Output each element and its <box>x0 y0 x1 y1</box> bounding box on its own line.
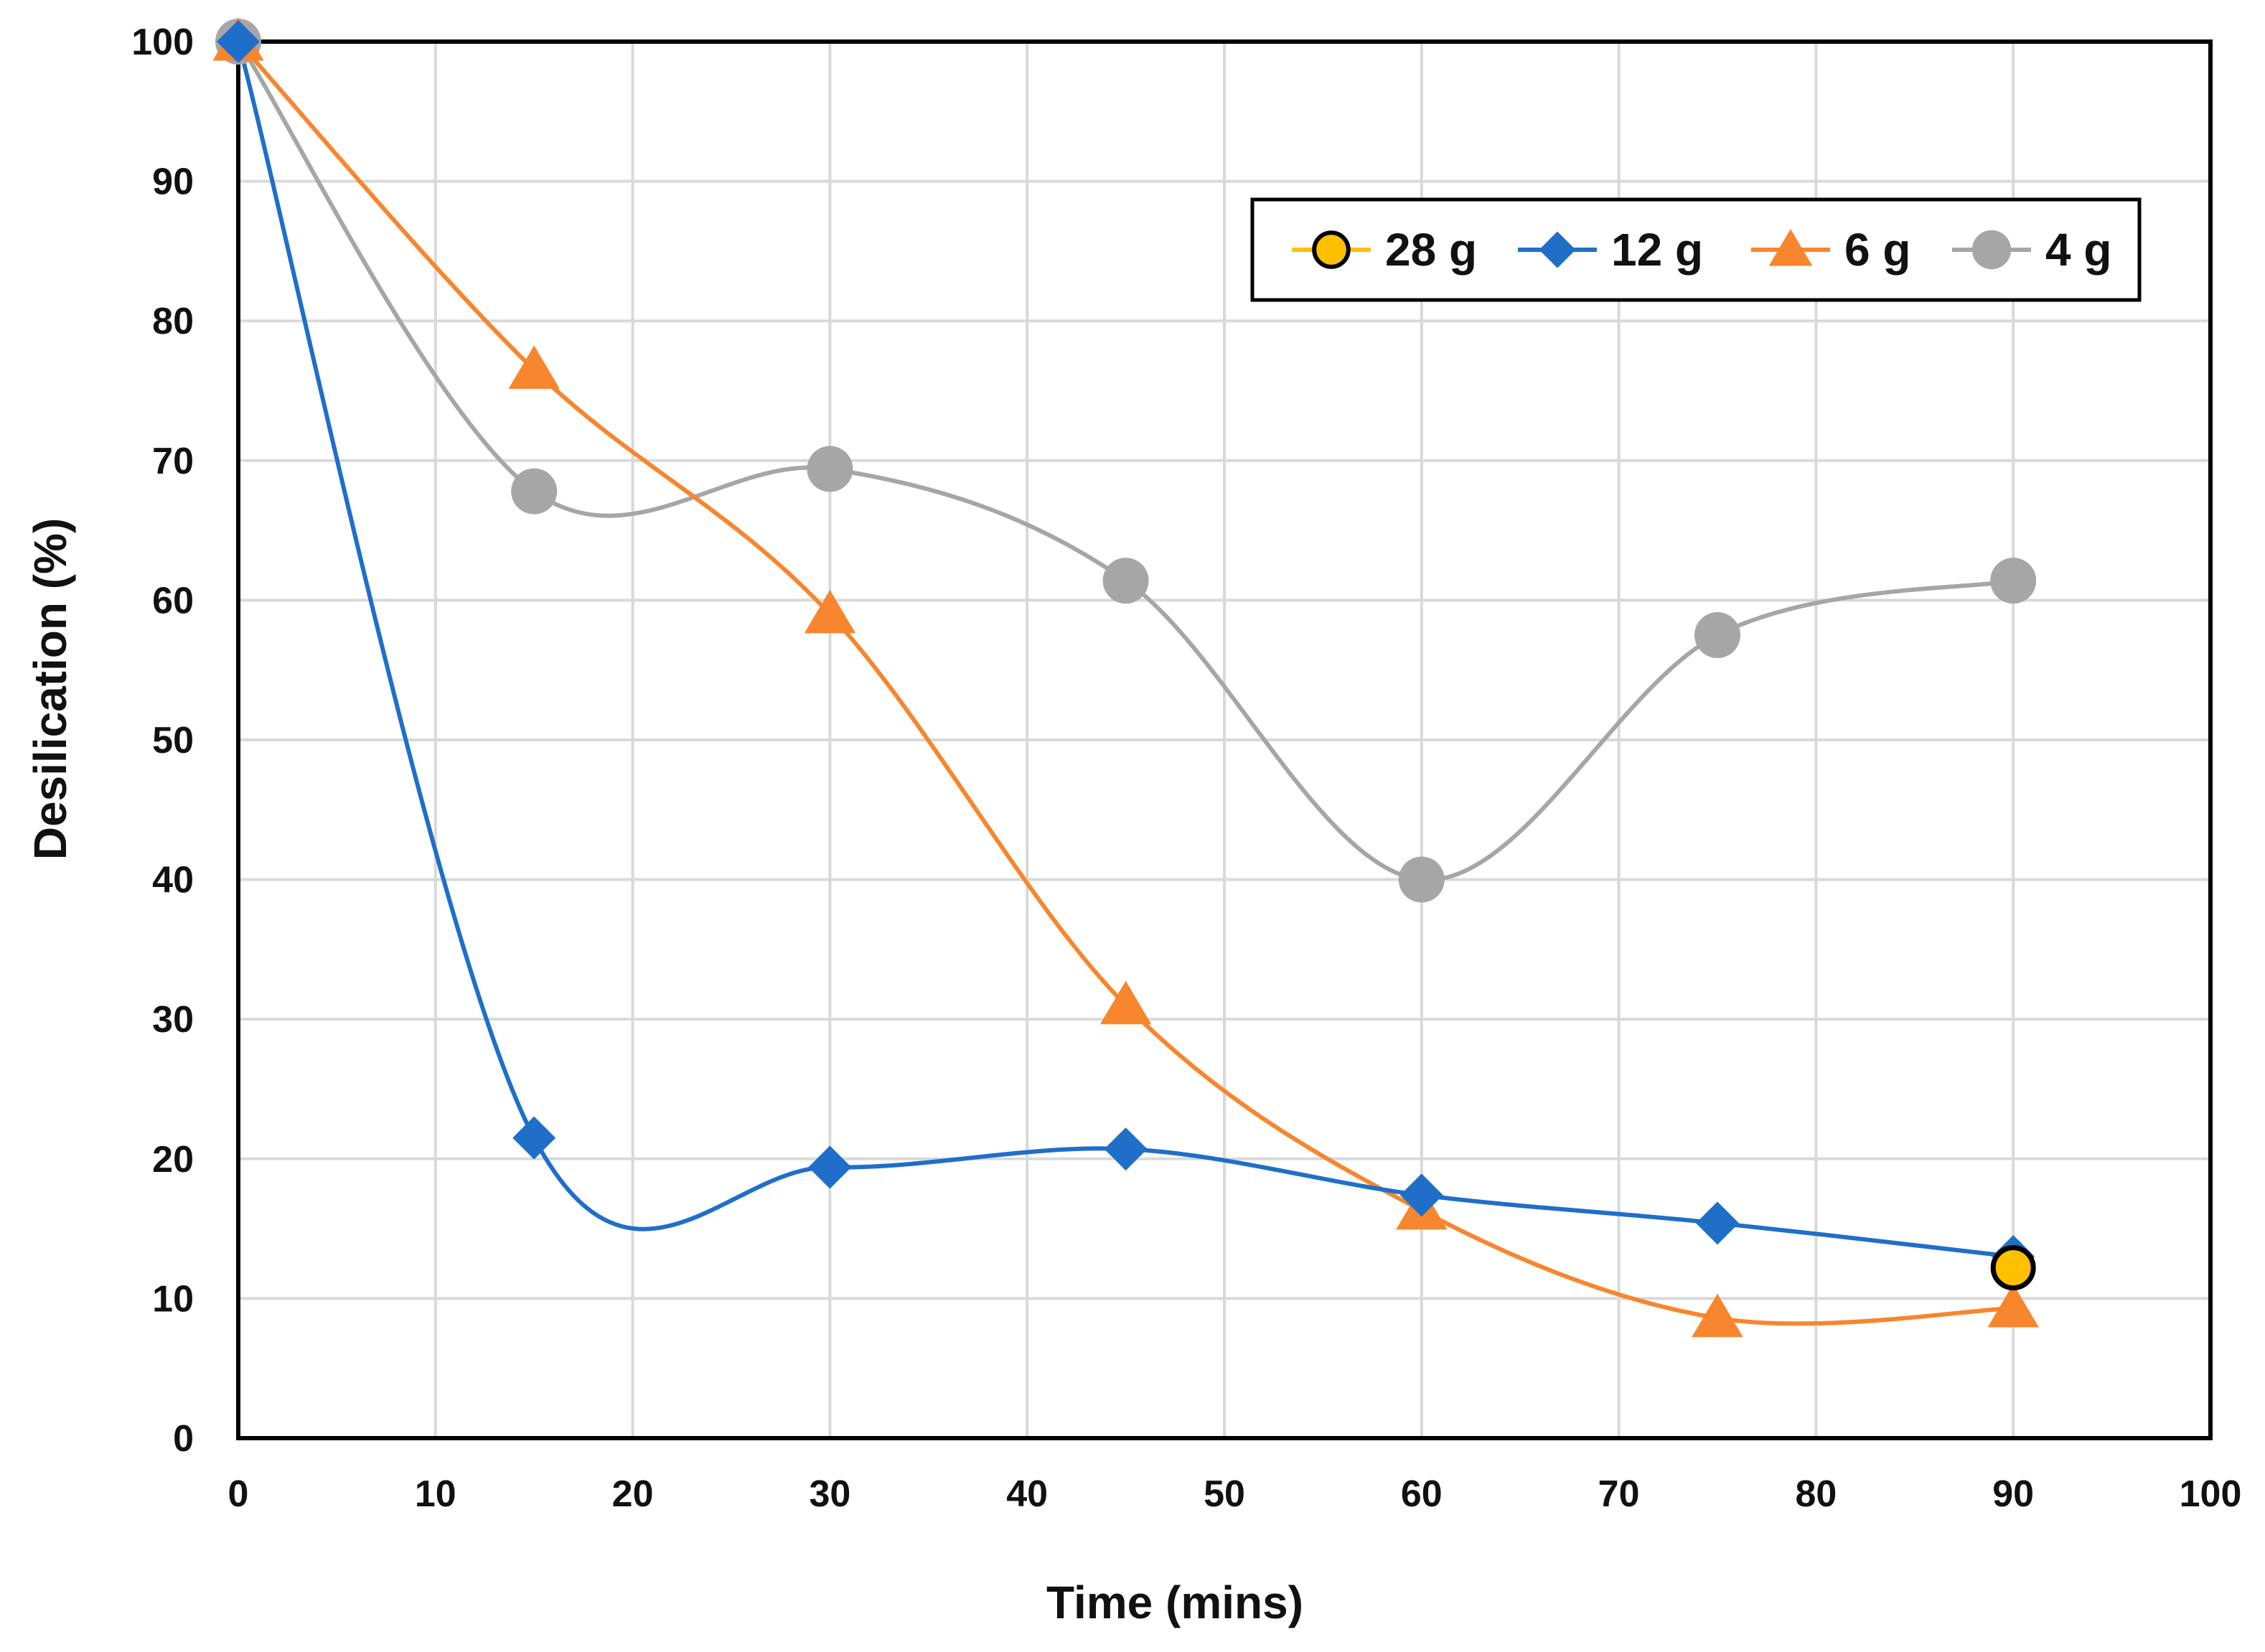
legend-marker-6g <box>1768 229 1813 266</box>
x-tick-label: 40 <box>1006 1473 1048 1515</box>
y-tick-label: 100 <box>131 22 194 63</box>
data-point-12g <box>217 20 260 63</box>
y-tick-label: 10 <box>152 1278 194 1320</box>
data-point-4g <box>1398 856 1445 903</box>
data-point-12g <box>808 1145 852 1189</box>
y-tick-label: 50 <box>152 720 194 761</box>
legend: 28 g 12 g 6 g 4 g <box>1250 197 2142 302</box>
x-tick-label: 70 <box>1598 1473 1640 1515</box>
plot-area-border <box>236 39 2213 1440</box>
x-tick-label: 30 <box>809 1473 850 1515</box>
data-point-12g <box>1399 1173 1443 1217</box>
y-tick-label: 20 <box>152 1139 194 1181</box>
y-tick-label: 80 <box>152 301 194 342</box>
data-point-12g <box>1104 1127 1148 1171</box>
x-tick-label: 0 <box>228 1473 249 1515</box>
x-axis-title: Time (mins) <box>1046 1577 1303 1628</box>
x-tick-label: 80 <box>1795 1473 1837 1515</box>
data-point-4g <box>511 468 558 515</box>
legend-label-6g: 6 g <box>1844 224 1910 276</box>
x-tick-label: 60 <box>1401 1473 1443 1515</box>
x-tick-label: 90 <box>1992 1473 2034 1515</box>
axes: 0 10 20 30 40 50 60 70 80 90 100 0 10 20 30 40 50 60 70 80 9… <box>131 22 2241 1515</box>
series-line-12g <box>236 39 2016 1259</box>
legend-label-4g: 4 g <box>2045 224 2111 276</box>
series-markers <box>212 17 2039 1338</box>
data-point-28g <box>1990 1245 2036 1291</box>
y-tick-label: 40 <box>152 860 194 901</box>
data-point-6g <box>1099 980 1152 1025</box>
data-point-6g <box>1987 1284 2039 1328</box>
legend-marker-4g <box>1971 230 2012 270</box>
data-point-4g <box>1694 612 1740 659</box>
data-point-4g <box>1990 558 2037 604</box>
x-tick-label: 100 <box>2180 1473 2242 1515</box>
legend-marker-28g <box>1312 230 1351 269</box>
y-tick-label: 0 <box>173 1418 194 1460</box>
x-tick-label: 50 <box>1204 1473 1245 1515</box>
data-point-12g <box>1696 1201 1739 1245</box>
legend-label-28g: 28 g <box>1385 224 1477 276</box>
y-tick-label: 70 <box>152 441 194 482</box>
legend-box <box>1250 197 2142 302</box>
x-tick-label: 10 <box>415 1473 456 1515</box>
y-tick-label: 30 <box>152 999 194 1041</box>
data-point-6g <box>1692 1293 1743 1338</box>
data-point-12g <box>512 1116 556 1160</box>
data-point-6g <box>804 589 856 634</box>
y-axis-title: Desilication (%) <box>24 518 76 860</box>
y-tick-label: 60 <box>152 580 194 621</box>
x-tick-label: 20 <box>612 1473 654 1515</box>
legend-label-12g: 12 g <box>1611 224 1703 276</box>
data-point-4g <box>807 446 853 492</box>
legend-marker-12g <box>1539 231 1576 268</box>
data-point-6g <box>508 345 560 389</box>
data-point-4g <box>1102 558 1149 604</box>
y-tick-label: 90 <box>152 161 194 203</box>
